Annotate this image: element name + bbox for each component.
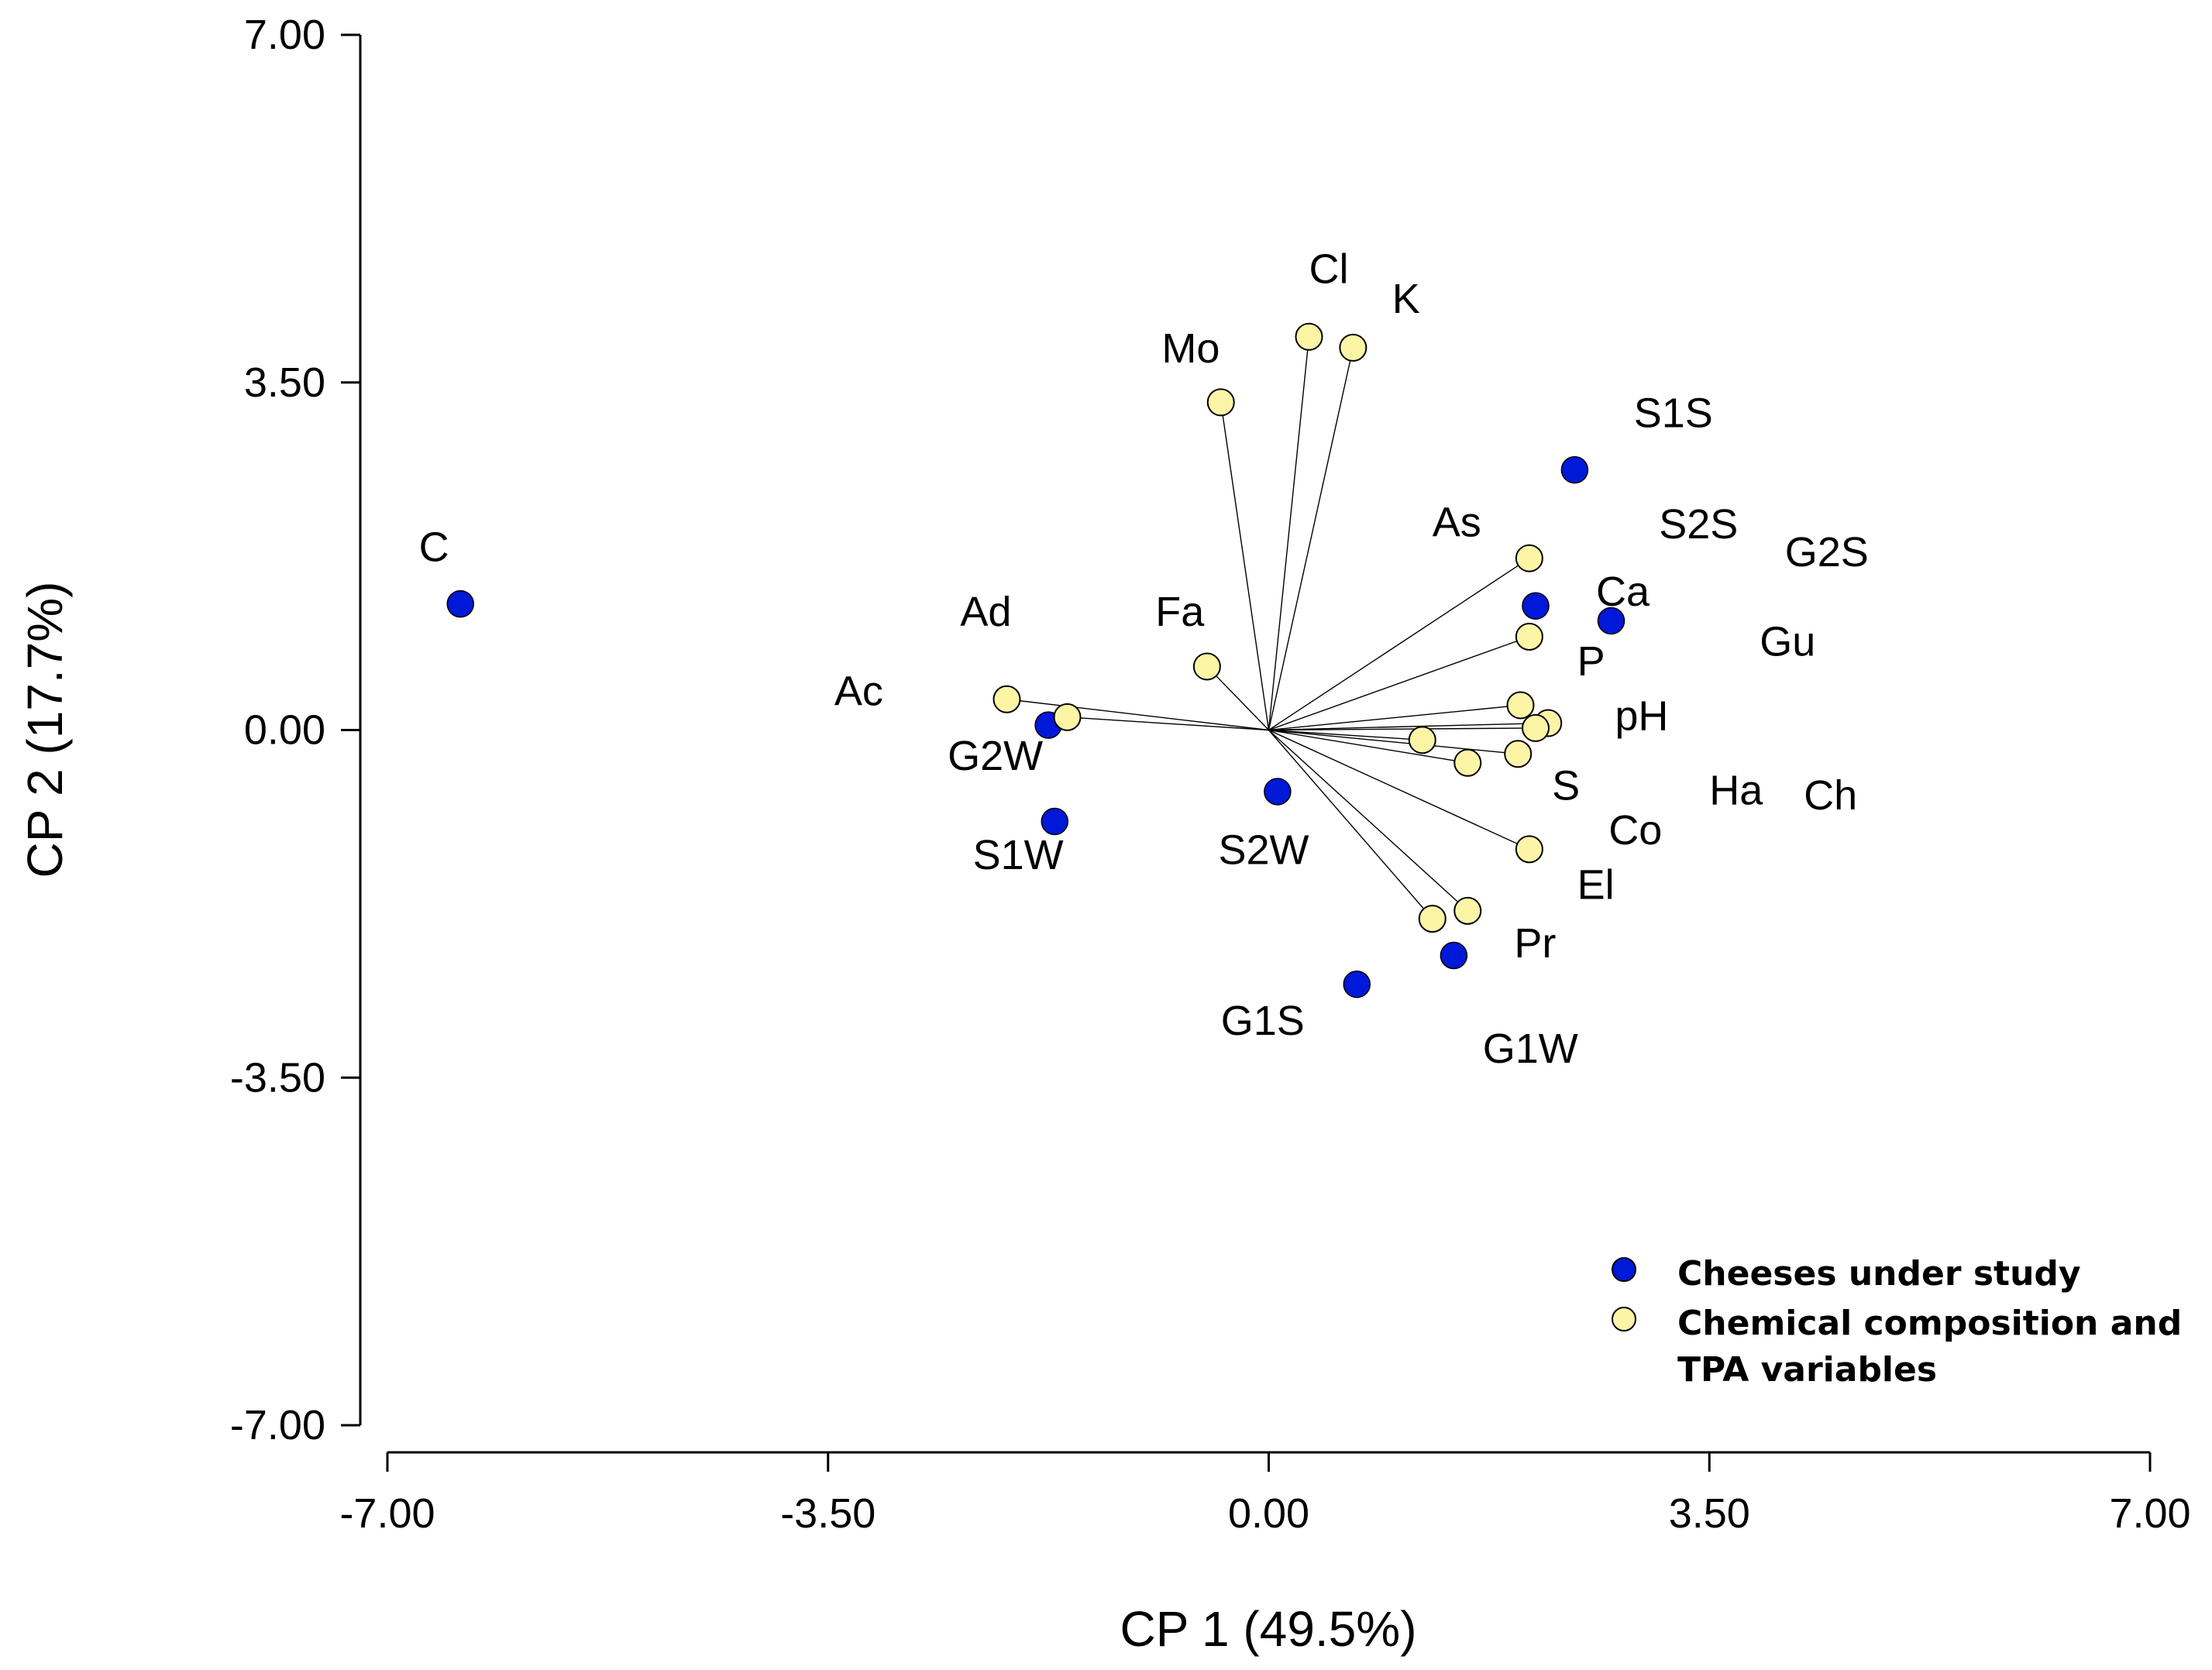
point-label: S1W: [973, 832, 1064, 878]
point-label: Fa: [1155, 589, 1205, 635]
y-tick-label: -3.50: [230, 1054, 325, 1101]
variable-point: [1053, 703, 1082, 731]
cheese-point: [1343, 970, 1371, 998]
cheese-point: [1597, 606, 1625, 635]
x-tick-label: 7.00: [2109, 1490, 2190, 1537]
loading-vector: [1268, 336, 1310, 730]
cheese-point: [1041, 807, 1068, 836]
point-label: Ca: [1596, 569, 1650, 615]
legend-item-cheeses: Cheeses under study: [1604, 1251, 2182, 1297]
point-label: As: [1433, 499, 1481, 545]
point-label: Gu: [1760, 618, 1815, 665]
point-labels: C S1S S2S G2S Gu Ha Ch As Ca PpH S Co El Pr G1W G1S S2W S…: [419, 246, 1869, 1072]
variable-point: [1506, 691, 1535, 720]
y-tick-label: 3.50: [244, 359, 325, 406]
loading-vector: [1268, 636, 1530, 731]
point-label: S2W: [1219, 827, 1309, 874]
legend-item-variables: Chemical composition and TPA variables: [1604, 1301, 2182, 1393]
legend-label-variables-line2: TPA variables: [1677, 1350, 1938, 1390]
cheese-point: [446, 589, 474, 618]
point-label: Ad: [960, 589, 1011, 635]
point-label: Mo: [1161, 325, 1220, 372]
legend-label-variables-line1: Chemical composition and: [1677, 1304, 2183, 1343]
loading-vector: [1006, 699, 1269, 731]
loading-vector: [1268, 558, 1530, 731]
x-tick-label: -3.50: [780, 1490, 876, 1537]
cheese-point: [1522, 592, 1550, 620]
cheese-point: [1264, 778, 1292, 806]
cheese-point: [1560, 455, 1589, 484]
y-ticks: 7.00 3.50 0.00 -3.50 -7.00: [230, 12, 360, 1448]
variable-point: [1515, 622, 1543, 651]
point-label: G1W: [1483, 1026, 1578, 1072]
point-label: S1S: [1634, 390, 1713, 436]
point-label: Ch: [1804, 772, 1857, 819]
x-tick-label: -7.00: [339, 1490, 435, 1537]
point-label: G2S: [1785, 529, 1869, 576]
loading-vectors: [1006, 336, 1549, 919]
loading-vector: [1268, 722, 1549, 731]
variable-point: [1206, 388, 1235, 417]
loading-vector: [1268, 727, 1536, 731]
x-axis-title: CP 1 (49.5%): [1120, 1601, 1417, 1657]
variable-point: [1418, 905, 1447, 933]
point-label: K: [1392, 276, 1420, 322]
point-label: pH: [1615, 693, 1668, 740]
legend-swatch-variables: [1612, 1307, 1636, 1332]
y-tick-label: 0.00: [244, 707, 325, 754]
variable-point: [1522, 713, 1550, 742]
x-ticks: -7.00 -3.50 0.00 3.50 7.00: [339, 1452, 2191, 1537]
loading-vector: [1268, 347, 1354, 730]
loading-vector: [1268, 729, 1468, 912]
cheese-point: [1440, 941, 1468, 970]
variable-point: [1515, 544, 1543, 572]
point-label: Pr: [1514, 920, 1556, 967]
point-label: S: [1552, 762, 1580, 809]
x-tick-label: 0.00: [1228, 1490, 1309, 1537]
variable-point: [1295, 322, 1323, 351]
variable-point: [1504, 740, 1533, 768]
point-label: El: [1577, 861, 1615, 908]
loading-vector: [1268, 729, 1519, 754]
legend-label-cheeses: Cheeses under study: [1677, 1254, 2081, 1294]
loading-vector: [1268, 729, 1468, 764]
variable-point: [1192, 652, 1221, 681]
point-label: Ac: [834, 668, 883, 714]
loading-vector: [1206, 665, 1270, 730]
loading-vector: [1220, 402, 1270, 730]
variable-point: [1515, 835, 1543, 864]
point-label: P: [1577, 638, 1605, 685]
loading-vector: [1268, 729, 1422, 741]
variable-point: [992, 685, 1021, 713]
loading-vector: [1268, 729, 1530, 850]
y-axis-title: CP 2 (17.7%): [17, 582, 73, 878]
variable-point: [1339, 333, 1367, 362]
point-label: G1S: [1221, 998, 1305, 1044]
x-tick-label: 3.50: [1669, 1490, 1750, 1537]
point-label: C: [419, 524, 449, 571]
y-tick-label: 7.00: [244, 12, 325, 58]
point-label: Co: [1608, 807, 1662, 854]
point-label: S2S: [1659, 501, 1738, 548]
point-label: Ha: [1709, 768, 1763, 814]
loading-vector: [1067, 716, 1269, 731]
variable-point: [1453, 748, 1482, 777]
point-label: G2W: [948, 733, 1043, 779]
loading-vector: [1268, 730, 1433, 919]
variable-point: [1408, 726, 1436, 754]
loading-vector: [1268, 704, 1521, 731]
y-tick-label: -7.00: [230, 1402, 325, 1448]
legend: Cheeses under study Chemical composition…: [1604, 1251, 2182, 1397]
legend-swatch-cheeses: [1612, 1257, 1636, 1282]
point-label: Cl: [1309, 246, 1349, 293]
variable-point: [1453, 896, 1482, 925]
data-points: [446, 322, 1625, 998]
